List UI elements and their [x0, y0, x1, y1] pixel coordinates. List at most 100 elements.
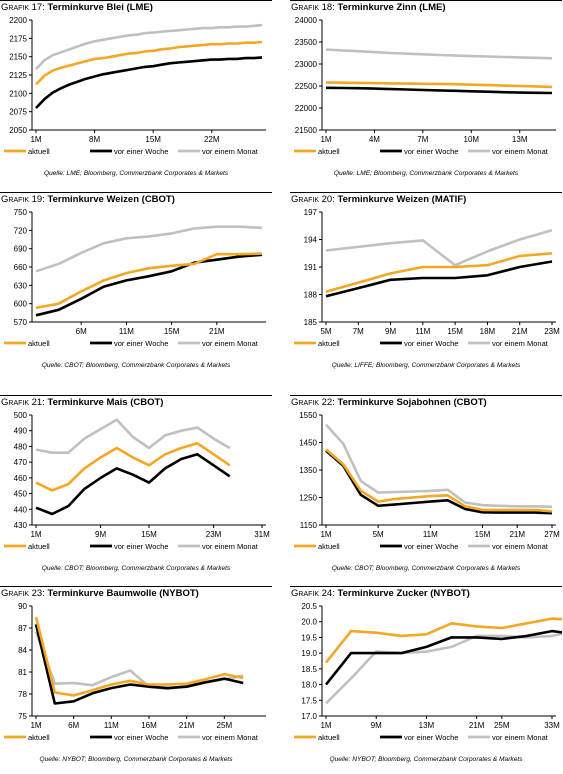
x-tick-label: 22M	[204, 135, 220, 144]
chart-header: Grafik 18: Terminkurve Zinn (LME)	[290, 0, 562, 14]
y-tick-label: 21500	[295, 126, 318, 135]
y-tick-label: 500	[14, 411, 28, 420]
y-tick-label: 2175	[9, 34, 27, 43]
y-tick-label: 2100	[9, 89, 27, 98]
y-tick-label: 1350	[299, 466, 317, 475]
chart-panel-blei: Grafik 17: Terminkurve Blei (LME) 2050 20…	[0, 0, 272, 188]
legend-label-aktuell: aktuell	[318, 147, 340, 156]
series-line-aktuell	[35, 441, 231, 492]
x-tick-label: 4M	[369, 135, 380, 144]
chart-source: Quelle: CBOT; Bloomberg, Commerzbank Cor…	[41, 362, 231, 369]
series-line-vor-einer-woche	[35, 452, 231, 516]
x-tick-label: 21M	[179, 721, 195, 730]
chart-header: Grafik 21: Terminkurve Mais (CBOT)	[0, 395, 272, 409]
y-tick-label: 19.5	[301, 633, 317, 642]
chart-title: Grafik 21: Terminkurve Mais (CBOT)	[1, 397, 164, 408]
chart-svg: 21500 22000 22500 23000 23500 24000 1M 4M 7M 10M 1…	[294, 16, 556, 156]
chart-title: Grafik 20: Terminkurve Weizen (MATIF)	[291, 194, 467, 205]
y-tick-label: 185	[304, 318, 318, 327]
legend-label-vor-einem-monat: vor einem Monat	[492, 147, 549, 156]
series-line-vor-einer-woche	[35, 56, 263, 109]
x-tick-label: 21M	[512, 327, 528, 336]
series-line-vor-einem-monat	[35, 23, 263, 70]
chart-title: Grafik 22: Terminkurve Sojabohnen (CBOT)	[291, 397, 487, 408]
chart-panel-weizen-cbot: Grafik 19: Terminkurve Weizen (CBOT) 570…	[0, 192, 272, 380]
y-tick-label: 720	[14, 226, 28, 235]
chart-svg: 17.0 17.5 18.0 18.5 19.0 19.5 20.0 20.5 1M 9M 13M 2…	[294, 602, 562, 742]
legend-label-aktuell: aktuell	[28, 147, 50, 156]
chart-source: Quelle: LME; Bloomberg, Commerzbank Corp…	[43, 170, 229, 177]
legend-label-vor-einer-woche: vor einer Woche	[114, 733, 168, 742]
y-tick-label: 2050	[9, 126, 27, 135]
series-line-aktuell	[325, 81, 553, 89]
chart-svg: 430 440 450 460 470 480 490 500 1M 9M 15M 23M 31M akt…	[4, 411, 270, 551]
y-tick-label: 480	[14, 442, 28, 451]
legend-label-vor-einer-woche: vor einer Woche	[404, 339, 458, 348]
series-line-vor-einer-woche	[34, 623, 244, 705]
legend-label-vor-einer-woche: vor einer Woche	[114, 147, 168, 156]
series-line-vor-einem-monat	[325, 48, 553, 60]
legend-label-aktuell: aktuell	[28, 542, 50, 551]
y-tick-label: 630	[14, 281, 28, 290]
x-tick-label: 11M	[119, 327, 134, 336]
series-line-vor-einem-monat	[325, 632, 562, 705]
x-tick-label: 33M	[544, 721, 560, 730]
y-tick-label: 690	[14, 245, 28, 254]
series-line-aktuell	[35, 40, 263, 86]
x-tick-label: 5M	[373, 530, 384, 539]
x-tick-label: 21M	[509, 530, 525, 539]
y-tick-label: 75	[18, 712, 27, 721]
y-tick-label: 430	[14, 521, 28, 530]
x-tick-label: 6M	[76, 327, 87, 336]
y-tick-label: 2150	[9, 53, 27, 62]
y-tick-label: 490	[14, 427, 28, 436]
chart-title: Grafik 23: Terminkurve Baumwolle (NYBOT)	[1, 588, 199, 599]
y-tick-label: 1250	[299, 494, 317, 503]
x-tick-label: 1M	[30, 530, 41, 539]
series-line-aktuell	[325, 252, 553, 293]
x-tick-label: 23M	[206, 530, 222, 539]
chart-source: Quelle: NYBOT; Bloomberg, Commerzbank Co…	[329, 756, 523, 763]
x-tick-label: 25M	[217, 721, 233, 730]
x-tick-label: 6M	[68, 721, 79, 730]
y-tick-label: 23500	[295, 38, 318, 47]
x-tick-label: 25M	[494, 721, 510, 730]
x-tick-label: 13M	[512, 135, 528, 144]
y-tick-label: 1450	[299, 439, 317, 448]
y-tick-label: 23000	[295, 60, 318, 69]
legend-label-aktuell: aktuell	[318, 339, 340, 348]
x-tick-label: 21M	[469, 721, 485, 730]
x-tick-label: 23M	[544, 327, 560, 336]
y-tick-label: 194	[304, 236, 318, 245]
chart-header: Grafik 24: Terminkurve Zucker (NYBOT)	[290, 586, 562, 600]
x-tick-label: 15M	[164, 327, 180, 336]
y-tick-label: 20.0	[301, 618, 317, 627]
y-tick-label: 18.0	[301, 681, 317, 690]
chart-title: Grafik 24: Terminkurve Zucker (NYBOT)	[291, 588, 470, 599]
y-tick-label: 2125	[9, 71, 27, 80]
series-line-vor-einer-woche	[325, 86, 553, 95]
chart-panel-mais: Grafik 21: Terminkurve Mais (CBOT) 430 44…	[0, 395, 272, 583]
y-tick-label: 90	[18, 602, 27, 611]
chart-source: Quelle: CBOT; Bloomberg, Commerzbank Cor…	[331, 565, 521, 572]
y-tick-label: 78	[18, 690, 27, 699]
legend-label-vor-einem-monat: vor einem Monat	[492, 339, 549, 348]
y-tick-label: 750	[14, 208, 28, 217]
chart-panel-sojabohnen: Grafik 22: Terminkurve Sojabohnen (CBOT)…	[290, 395, 562, 583]
x-tick-label: 5M	[320, 327, 331, 336]
x-tick-label: 16M	[141, 721, 157, 730]
y-tick-label: 470	[14, 458, 28, 467]
series-line-aktuell	[34, 616, 244, 697]
chart-panel-weizen-matif: Grafik 20: Terminkurve Weizen (MATIF) 18…	[290, 192, 562, 380]
legend-label-aktuell: aktuell	[28, 733, 50, 742]
x-tick-label: 9M	[95, 530, 106, 539]
y-tick-label: 2200	[9, 16, 27, 25]
series-line-vor-einem-monat	[325, 423, 553, 509]
series-line-aktuell	[325, 448, 553, 513]
chart-title: Grafik 17: Terminkurve Blei (LME)	[1, 2, 153, 13]
x-tick-label: 15M	[145, 135, 161, 144]
series-line-vor-einem-monat	[35, 418, 231, 455]
chart-svg: 2050 2075 2100 2125 2150 2175 2200 1M 8M 15M 22M ak…	[4, 16, 266, 156]
legend-label-vor-einem-monat: vor einem Monat	[492, 542, 549, 551]
series-line-vor-einem-monat	[35, 225, 263, 273]
